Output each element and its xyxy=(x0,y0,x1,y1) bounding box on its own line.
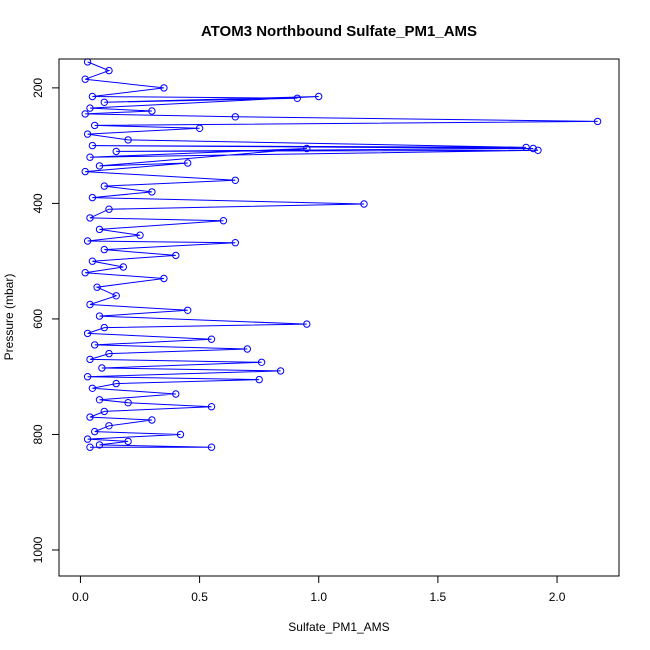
data-point xyxy=(86,413,94,421)
data-point xyxy=(83,237,92,245)
data-point xyxy=(315,92,323,101)
data-point xyxy=(86,214,94,222)
data-point xyxy=(257,358,266,366)
data-point xyxy=(172,390,180,398)
data-point xyxy=(100,245,109,254)
data-point xyxy=(81,110,89,118)
data-point xyxy=(95,441,104,449)
data-point xyxy=(276,367,285,375)
data-point xyxy=(95,162,104,170)
data-point xyxy=(231,239,240,247)
data-point xyxy=(105,205,113,213)
data-point xyxy=(86,104,94,112)
data-point xyxy=(88,141,97,150)
x-tick-label: 0.5 xyxy=(191,590,208,604)
data-point xyxy=(88,193,97,202)
series-line xyxy=(85,61,598,448)
data-point xyxy=(88,384,97,392)
y-axis: 200 400 600 800 1000 xyxy=(31,78,60,563)
data-point xyxy=(105,66,113,75)
data-point xyxy=(93,283,101,291)
data-point xyxy=(83,373,92,381)
y-tick-label: 800 xyxy=(31,424,45,444)
data-point xyxy=(112,147,120,156)
x-tick-label: 1.5 xyxy=(430,590,447,604)
data-point xyxy=(91,121,99,130)
chart-title: ATOM3 Northbound Sulfate_PM1_AMS xyxy=(201,23,477,40)
x-tick-label: 0.0 xyxy=(72,590,89,604)
data-point xyxy=(119,263,128,271)
data-point xyxy=(81,167,89,176)
data-point xyxy=(195,124,204,133)
data-point xyxy=(83,329,92,338)
data-point xyxy=(303,144,311,153)
data-point xyxy=(360,200,368,208)
data-point xyxy=(176,430,185,439)
y-tick-label: 1000 xyxy=(31,536,45,563)
data-point xyxy=(86,153,94,161)
data-point xyxy=(95,312,104,320)
data-point xyxy=(148,107,156,115)
y-axis-label: Pressure (mbar) xyxy=(2,274,16,361)
data-point xyxy=(184,306,192,314)
data-point xyxy=(293,94,301,103)
data-point xyxy=(100,323,109,332)
y-tick-label: 200 xyxy=(31,78,45,98)
data-point xyxy=(86,300,94,309)
data-point xyxy=(100,98,109,107)
data-point xyxy=(231,176,240,185)
data-point xyxy=(112,379,120,388)
data-point xyxy=(255,375,263,384)
data-point xyxy=(124,136,132,144)
data-point xyxy=(148,188,156,196)
x-axis: 0.0 0.5 1.0 1.5 2.0 xyxy=(72,575,566,604)
data-point xyxy=(83,130,92,138)
data-point xyxy=(81,269,89,277)
data-point xyxy=(148,416,156,424)
data-point xyxy=(112,292,120,300)
data-point xyxy=(105,349,113,358)
data-point xyxy=(100,407,109,416)
data-point xyxy=(172,251,180,260)
data-point xyxy=(88,257,97,265)
data-point xyxy=(86,443,94,451)
data-point xyxy=(86,355,94,364)
data-point xyxy=(91,341,99,349)
data-point xyxy=(124,437,132,446)
data-point xyxy=(593,117,602,126)
data-point xyxy=(81,75,89,83)
y-tick-label: 600 xyxy=(31,309,45,329)
data-point xyxy=(91,427,99,436)
data-point xyxy=(303,320,311,328)
data-point xyxy=(207,443,216,451)
y-tick-label: 400 xyxy=(31,193,45,213)
data-point xyxy=(95,225,104,234)
data-point xyxy=(88,92,97,101)
data-point xyxy=(105,422,113,430)
x-tick-label: 1.0 xyxy=(310,590,327,604)
data-point xyxy=(529,144,537,153)
data-point xyxy=(522,143,530,152)
data-point xyxy=(124,399,132,407)
data-point xyxy=(98,364,106,372)
data-point xyxy=(207,335,216,343)
data-point xyxy=(219,217,228,225)
data-point xyxy=(534,146,542,155)
x-axis-label: Sulfate_PM1_AMS xyxy=(288,620,389,634)
plot-marks xyxy=(81,58,602,451)
data-point xyxy=(160,274,168,283)
data-point xyxy=(83,435,92,443)
data-point xyxy=(231,113,240,121)
data-point xyxy=(95,396,104,404)
data-point xyxy=(160,84,168,92)
x-tick-label: 2.0 xyxy=(549,590,566,604)
data-point xyxy=(100,182,109,190)
data-point xyxy=(243,345,252,353)
data-point xyxy=(184,159,192,167)
data-point xyxy=(136,231,144,239)
data-point xyxy=(207,403,216,411)
